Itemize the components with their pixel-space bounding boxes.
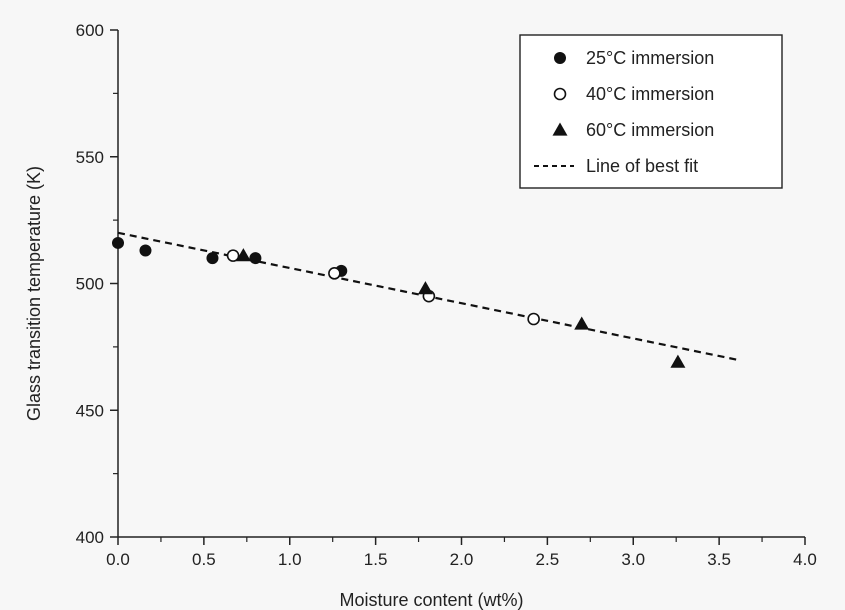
- data-point: [112, 236, 124, 249]
- data-point: [328, 267, 341, 280]
- y-axis-title: Glass transition temperature (K): [24, 166, 44, 421]
- legend-label: Line of best fit: [586, 156, 698, 176]
- x-tick-label: 2.0: [450, 550, 474, 569]
- y-tick-label: 450: [76, 401, 104, 420]
- x-tick-label: 3.5: [707, 550, 731, 569]
- data-point: [670, 354, 686, 368]
- legend-label: 40°C immersion: [586, 84, 714, 104]
- legend-marker: [552, 122, 568, 136]
- legend-label: 60°C immersion: [586, 120, 714, 140]
- data-point: [527, 312, 540, 326]
- legend-marker: [554, 52, 566, 64]
- y-tick-label: 600: [76, 21, 104, 40]
- data-point: [206, 252, 219, 265]
- y-tick-label: 400: [76, 528, 104, 547]
- data-point: [574, 316, 590, 330]
- x-tick-label: 3.0: [621, 550, 645, 569]
- x-tick-label: 1.5: [364, 550, 388, 569]
- x-axis-title: Moisture content (wt%): [339, 590, 523, 610]
- data-points: [112, 236, 686, 368]
- legend-marker: [553, 87, 567, 101]
- data-point: [235, 248, 251, 262]
- x-tick-label: 2.5: [536, 550, 560, 569]
- data-point: [417, 281, 433, 295]
- data-point: [139, 244, 152, 257]
- y-tick-label: 500: [76, 275, 104, 294]
- x-tick-label: 0.0: [106, 550, 130, 569]
- x-tick-label: 1.0: [278, 550, 302, 569]
- x-tick-label: 0.5: [192, 550, 216, 569]
- data-point: [249, 252, 262, 265]
- y-tick-label: 550: [76, 148, 104, 167]
- legend: 25°C immersion 40°C immersion 60°C immersi…: [519, 34, 783, 189]
- axes: 0.0 0.5 1.0 1.5 2.0 2.5 3.0 3.5 4.0 400 450 500 550 6…: [76, 21, 817, 569]
- data-point: [226, 249, 240, 262]
- legend-label: 25°C immersion: [586, 48, 714, 68]
- x-tick-label: 4.0: [793, 550, 817, 569]
